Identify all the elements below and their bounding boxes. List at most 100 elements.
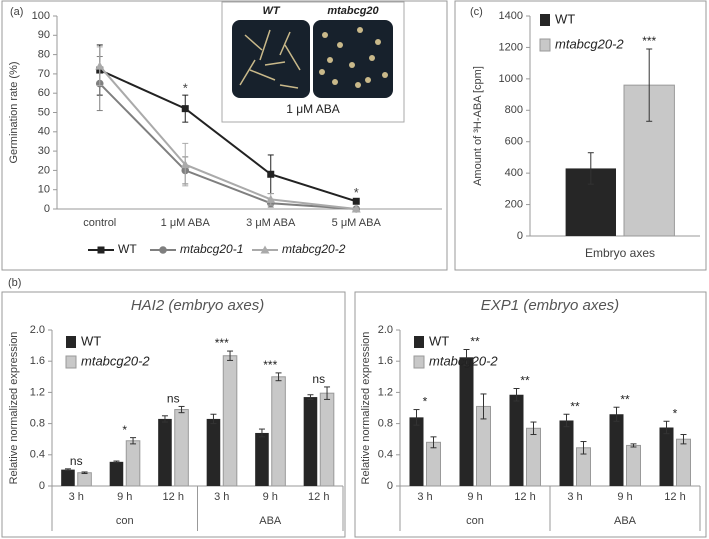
bar	[125, 440, 141, 487]
y-tick-label: 1.2	[378, 386, 393, 398]
bar	[174, 409, 189, 487]
group-label: con	[466, 515, 484, 527]
seedlings	[239, 29, 301, 89]
significance-label: *	[423, 395, 428, 409]
x-tick-label: 3 h	[214, 491, 229, 503]
legend-swatch	[414, 336, 424, 348]
panel-label: (c)	[470, 6, 483, 18]
point-marker	[352, 197, 360, 205]
panel-frame	[1, 0, 448, 271]
series-line	[98, 65, 357, 210]
group-label: ABA	[259, 515, 282, 527]
x-tick-label: 12 h	[163, 491, 184, 503]
legend-swatch	[413, 355, 425, 369]
y-tick-label: 1200	[499, 41, 523, 53]
significance-label: ns	[312, 372, 325, 386]
bar	[409, 417, 424, 486]
group-label: con	[116, 515, 134, 527]
series-line	[99, 82, 357, 210]
y-tick-label: 400	[505, 167, 523, 179]
bar	[109, 461, 124, 486]
y-tick-label: 20	[38, 164, 50, 176]
legend-label: mtabcg20-2	[555, 36, 624, 51]
bar	[222, 355, 238, 487]
point-marker	[181, 105, 189, 113]
y-tick-label: 0	[387, 480, 393, 492]
x-tick-label: 9 h	[467, 491, 482, 503]
x-tick-label: control	[83, 217, 116, 229]
point-marker	[97, 246, 105, 254]
inset-label: mtabcg20	[327, 5, 379, 17]
bar	[61, 469, 75, 486]
y-tick-label: 1.2	[30, 386, 45, 398]
bar	[426, 441, 441, 487]
bar	[659, 427, 674, 486]
panel-label: (b)	[8, 277, 21, 289]
point-marker	[159, 246, 167, 254]
y-tick-label: 30	[38, 145, 50, 157]
y-tick-label: 1400	[499, 10, 523, 22]
significance-label: **	[470, 335, 480, 349]
y-tick-label: 60	[38, 87, 50, 99]
panel-frame	[1, 291, 346, 538]
legend-label: WT	[118, 242, 137, 256]
bar	[459, 357, 474, 486]
bar	[509, 394, 524, 486]
y-tick-label: 1.6	[30, 355, 45, 367]
y-tick-label: 80	[38, 49, 50, 61]
bar	[559, 420, 574, 486]
point-marker	[95, 61, 105, 70]
legend-label: mtabcg20-2	[429, 353, 498, 368]
bar	[609, 414, 624, 486]
inset-caption: 1 μM ABA	[286, 102, 340, 116]
significance-label: *	[122, 423, 127, 437]
y-tick-label: 1000	[499, 73, 523, 85]
y-tick-label: 0	[517, 230, 523, 242]
x-tick-label: 3 μM ABA	[246, 217, 296, 229]
y-tick-label: 90	[38, 29, 50, 41]
y-tick-label: 800	[505, 104, 523, 116]
y-tick-label: 2.0	[378, 324, 393, 336]
inset-photo	[232, 20, 310, 98]
bar	[526, 427, 541, 487]
x-tick-label: 5 μM ABA	[332, 217, 382, 229]
significance-label: **	[570, 399, 580, 413]
significance-label: ***	[215, 336, 229, 350]
y-tick-label: 0	[44, 203, 50, 215]
y-tick-label: 50	[38, 106, 50, 118]
y-axis-label: Amount of ³H-ABA [cpm]	[472, 66, 484, 186]
legend-label: mtabcg20-2	[81, 353, 150, 368]
panel-frame	[354, 291, 707, 538]
y-tick-label: 0.8	[30, 418, 45, 430]
y-axis-label: Relative normalized expression	[360, 332, 372, 485]
significance-label: ***	[263, 358, 277, 372]
legend-swatch	[66, 336, 76, 348]
y-tick-label: 0.4	[378, 449, 393, 461]
series-line	[99, 69, 357, 203]
y-tick-label: 200	[505, 198, 523, 210]
x-tick-label: 1 μM ABA	[161, 217, 211, 229]
point-marker	[267, 170, 275, 178]
y-axis-label: Germination rate (%)	[8, 61, 20, 163]
panel-frame	[454, 0, 707, 271]
significance-label: ***	[642, 34, 656, 48]
inset-label: WT	[262, 5, 280, 17]
legend-label: WT	[429, 333, 449, 348]
seeds	[319, 27, 388, 88]
significance-label: *	[183, 81, 188, 96]
y-tick-label: 10	[38, 184, 50, 196]
point-marker	[180, 160, 190, 169]
bar	[206, 418, 221, 486]
legend-label: mtabcg20-2	[282, 242, 346, 256]
x-tick-label: 12 h	[664, 491, 685, 503]
x-tick-label: 9 h	[617, 491, 632, 503]
bar	[303, 397, 318, 486]
x-tick-label: 12 h	[514, 491, 535, 503]
y-tick-label: 40	[38, 126, 50, 138]
x-tick-label: 9 h	[117, 491, 132, 503]
legend-swatch	[540, 14, 550, 26]
point-marker	[260, 245, 270, 254]
x-tick-label: 3 h	[69, 491, 84, 503]
panel-label: (a)	[10, 6, 23, 18]
